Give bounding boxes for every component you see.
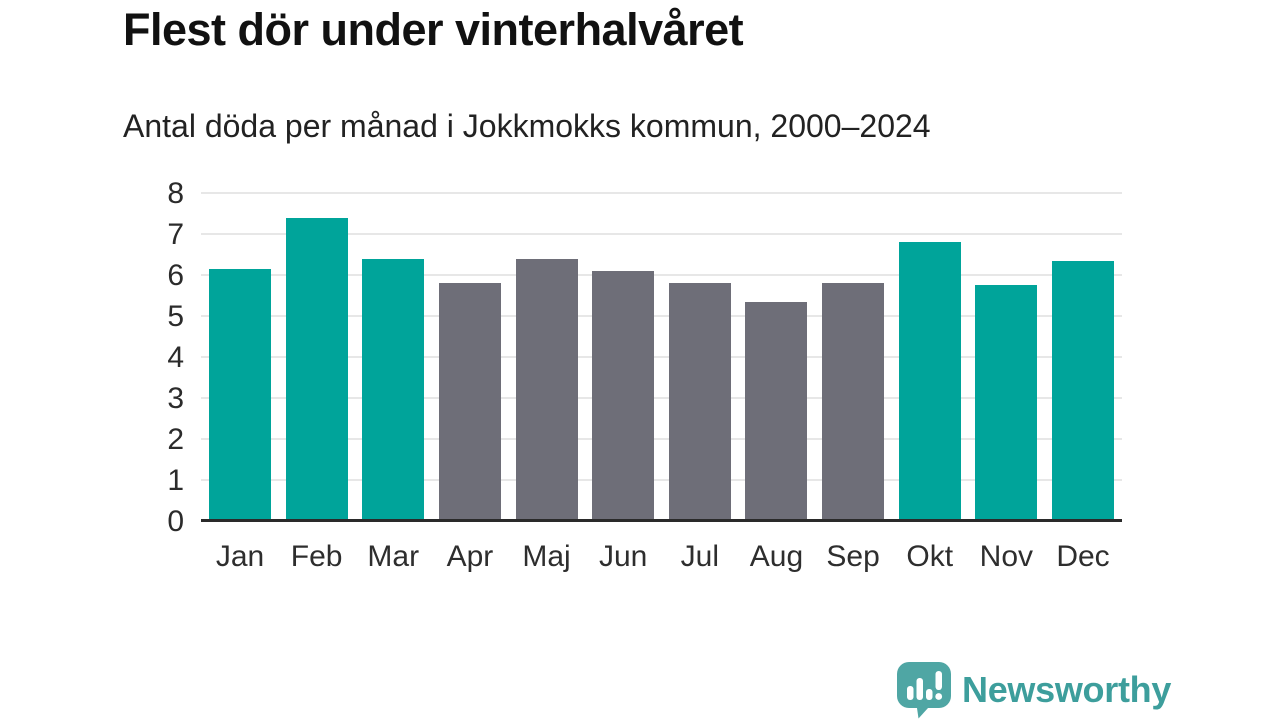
x-tick-label-jul: Jul xyxy=(680,540,719,573)
plot-area xyxy=(201,192,1122,522)
y-tick-label-8: 8 xyxy=(167,177,184,210)
logo-chart-bar-3 xyxy=(926,689,933,700)
y-tick-label-5: 5 xyxy=(167,300,184,333)
x-tick-label-nov: Nov xyxy=(979,540,1034,573)
y-tick-label-3: 3 xyxy=(167,382,184,415)
logo-exclamation-dot xyxy=(935,693,943,700)
gridline-y2 xyxy=(201,438,1122,440)
x-tick-label-feb: Feb xyxy=(290,540,343,573)
logo-chart-bar-2 xyxy=(916,678,923,700)
y-tick-label-1: 1 xyxy=(167,464,184,497)
newsworthy-logo-text: Newsworthy xyxy=(962,669,1172,710)
logo-exclamation-line xyxy=(935,671,942,690)
bar-mar xyxy=(362,258,425,521)
gridline-y7 xyxy=(201,233,1122,235)
bar-okt xyxy=(898,242,961,521)
chart-subtitle: Antal döda per månad i Jokkmokks kommun,… xyxy=(123,108,931,144)
y-tick-label-6: 6 xyxy=(167,259,184,292)
x-tick-label-okt: Okt xyxy=(906,540,954,573)
bar-jan xyxy=(209,268,271,521)
bar-maj xyxy=(515,258,578,521)
y-tick-label-0: 0 xyxy=(167,505,184,538)
bar-sep xyxy=(822,283,885,521)
bar-jul xyxy=(668,283,731,521)
bar-aug xyxy=(745,301,808,521)
y-tick-label-4: 4 xyxy=(167,341,184,374)
gridline-y4 xyxy=(201,356,1122,358)
x-tick-label-jun: Jun xyxy=(598,540,648,573)
gridline-y3 xyxy=(201,397,1122,399)
x-tick-label-sep: Sep xyxy=(826,540,880,573)
bar-feb xyxy=(285,217,348,521)
newsworthy-logo-icon xyxy=(897,662,951,719)
x-tick-label-dec: Dec xyxy=(1056,540,1110,573)
newsworthy-logo: Newsworthy xyxy=(896,661,1171,719)
chart-title: Flest dör under vinterhalvåret xyxy=(123,4,744,55)
logo-chart-bar-1 xyxy=(907,686,914,700)
x-tick-label-aug: Aug xyxy=(749,540,804,573)
x-tick-label-jan: Jan xyxy=(215,540,265,573)
gridline-y1 xyxy=(201,479,1122,481)
gridline-y5 xyxy=(201,315,1122,317)
gridline-y8 xyxy=(201,192,1122,194)
gridline-y6 xyxy=(201,274,1122,276)
y-tick-label-7: 7 xyxy=(167,218,184,251)
x-tick-label-apr: Apr xyxy=(446,540,494,573)
x-tick-label-mar: Mar xyxy=(367,540,420,573)
x-tick-label-maj: Maj xyxy=(522,540,571,573)
bar-dec xyxy=(1052,260,1114,521)
bar-jun xyxy=(592,270,655,521)
x-axis-baseline xyxy=(201,519,1122,522)
bar-apr xyxy=(438,283,501,521)
y-tick-label-2: 2 xyxy=(167,423,184,456)
bar-nov xyxy=(975,285,1038,521)
